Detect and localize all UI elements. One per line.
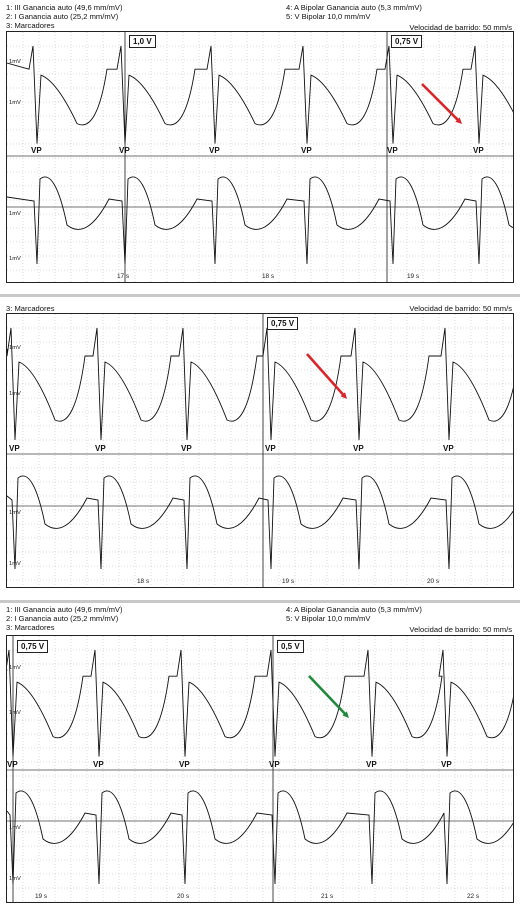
time-tick-label: 19 s xyxy=(282,578,295,585)
mv-scale-label: 1mV xyxy=(9,59,21,66)
grid xyxy=(7,32,513,282)
vp-marker-label: VP xyxy=(265,444,276,453)
vp-marker-label: VP xyxy=(473,146,484,155)
channel-label: 3: Marcadores xyxy=(6,21,55,30)
time-tick-label: 17 s xyxy=(117,273,130,280)
voltage-marker-box: 0,75 V xyxy=(391,35,423,48)
vp-marker-label: VP xyxy=(7,760,18,769)
channel-label: 5: V Bipolar 10,0 mm/mV xyxy=(286,614,371,623)
voltage-marker-box: 1,0 V xyxy=(129,35,156,48)
voltage-marker-box: 0,75 V xyxy=(267,317,299,330)
tracing-strip: VP VP VP VP VP VP 1mV 1mV 1mV 1mV 0,75 V 0,5 V 19 s 2… xyxy=(6,635,514,903)
tracing-strip: VP VP VP VP VP VP 1mV 1mV 1mV 1mV 0,75 V 18 s 19 s 20… xyxy=(6,313,514,588)
voltage-marker-box: 0,5 V xyxy=(277,640,304,653)
vp-marker-label: VP xyxy=(443,444,454,453)
vp-marker-label: VP xyxy=(366,760,377,769)
mv-scale-label: 1mV xyxy=(9,665,21,672)
panel-divider xyxy=(0,294,520,297)
header-left: 1: III Ganancia auto (49,6 mm/mV) 2: I G… xyxy=(6,605,123,632)
vp-marker-label: VP xyxy=(441,760,452,769)
channel-label: 5: V Bipolar 10,0 mm/mV xyxy=(286,12,371,21)
vp-marker-label: VP xyxy=(387,146,398,155)
header-left: 1: III Ganancia auto (49,6 mm/mV) 2: I G… xyxy=(6,3,123,30)
vp-marker-label: VP xyxy=(353,444,364,453)
header-right: 4: A Bipolar Ganancia auto (5,3 mm/mV) 5… xyxy=(286,605,422,623)
channel-label: 3: Marcadores xyxy=(6,304,55,313)
vp-marker-label: VP xyxy=(209,146,220,155)
sweep-speed: Velocidad de barrido: 50 mm/s xyxy=(409,304,512,313)
time-tick-label: 20 s xyxy=(427,578,440,585)
mv-scale-label: 1mV xyxy=(9,876,21,882)
sweep-speed: Velocidad de barrido: 50 mm/s xyxy=(409,625,512,634)
grid xyxy=(7,636,513,902)
mv-scale-label: 1mV xyxy=(9,391,21,397)
bipolar-trace xyxy=(7,790,513,885)
time-tick-label: 19 s xyxy=(35,893,48,900)
time-tick-label: 19 s xyxy=(407,273,420,280)
vp-marker-label: VP xyxy=(119,146,130,155)
panel-divider xyxy=(0,600,520,603)
header-right: 4: A Bipolar Ganancia auto (5,3 mm/mV) 5… xyxy=(286,3,422,21)
time-tick-label: 20 s xyxy=(177,893,190,900)
header-left: 3: Marcadores xyxy=(6,304,55,313)
vp-marker-label: VP xyxy=(95,444,106,453)
surface-ecg-trace xyxy=(7,327,513,441)
mv-scale-label: 1mV xyxy=(9,256,21,262)
vp-marker-label: VP xyxy=(179,760,190,769)
channel-label: 4: A Bipolar Ganancia auto (5,3 mm/mV) xyxy=(286,3,422,12)
tracing-strip: VP VP VP VP VP VP 1mV 1mV 1mV 1mV 1,0 V 0,75 V 17 s 1… xyxy=(6,31,514,283)
tracing-canvas xyxy=(7,636,513,902)
surface-ecg-trace xyxy=(7,649,513,757)
time-tick-label: 22 s xyxy=(467,893,480,900)
channel-label: 2: I Ganancia auto (25,2 mm/mV) xyxy=(6,12,119,21)
mv-scale-label: 1mV xyxy=(9,100,21,107)
surface-ecg-trace xyxy=(7,45,513,144)
vp-marker-label: VP xyxy=(31,146,42,155)
annotation-arrow xyxy=(308,675,349,718)
annotation-arrow xyxy=(306,353,347,399)
channel-label: 4: A Bipolar Ganancia auto (5,3 mm/mV) xyxy=(286,605,422,614)
sweep-speed: Velocidad de barrido: 50 mm/s xyxy=(409,23,512,32)
time-tick-label: 18 s xyxy=(137,578,150,585)
voltage-marker-box: 0,75 V xyxy=(17,640,49,653)
channel-label: 1: III Ganancia auto (49,6 mm/mV) xyxy=(6,3,123,12)
vp-marker-label: VP xyxy=(301,146,312,155)
tracing-canvas xyxy=(7,314,513,587)
vp-marker-label: VP xyxy=(9,444,20,453)
tracing-canvas xyxy=(7,32,513,282)
grid xyxy=(7,314,513,587)
ecg-panel-3: 1: III Ganancia auto (49,6 mm/mV) 2: I G… xyxy=(0,603,520,909)
ecg-panel-1: 1: III Ganancia auto (49,6 mm/mV) 2: I G… xyxy=(0,0,520,300)
vp-marker-label: VP xyxy=(93,760,104,769)
vp-marker-label: VP xyxy=(181,444,192,453)
bipolar-trace xyxy=(7,475,513,570)
ecg-panel-2: 3: Marcadores Velocidad de barrido: 50 m… xyxy=(0,298,520,598)
channel-label: 3: Marcadores xyxy=(6,623,55,632)
channel-label: 2: I Ganancia auto (25,2 mm/mV) xyxy=(6,614,119,623)
annotation-arrow xyxy=(421,83,462,124)
mv-scale-label: 1mV xyxy=(9,211,21,217)
mv-scale-label: 1mV xyxy=(9,825,21,831)
mv-scale-label: 1mV xyxy=(9,510,21,516)
time-tick-label: 21 s xyxy=(321,893,334,900)
bipolar-trace xyxy=(7,176,513,265)
mv-scale-label: 1mV xyxy=(9,709,21,716)
channel-label: 1: III Ganancia auto (49,6 mm/mV) xyxy=(6,605,123,614)
time-tick-label: 18 s xyxy=(262,273,275,280)
mv-scale-label: 1mV xyxy=(9,344,21,351)
vp-marker-label: VP xyxy=(269,760,280,769)
mv-scale-label: 1mV xyxy=(9,561,21,567)
